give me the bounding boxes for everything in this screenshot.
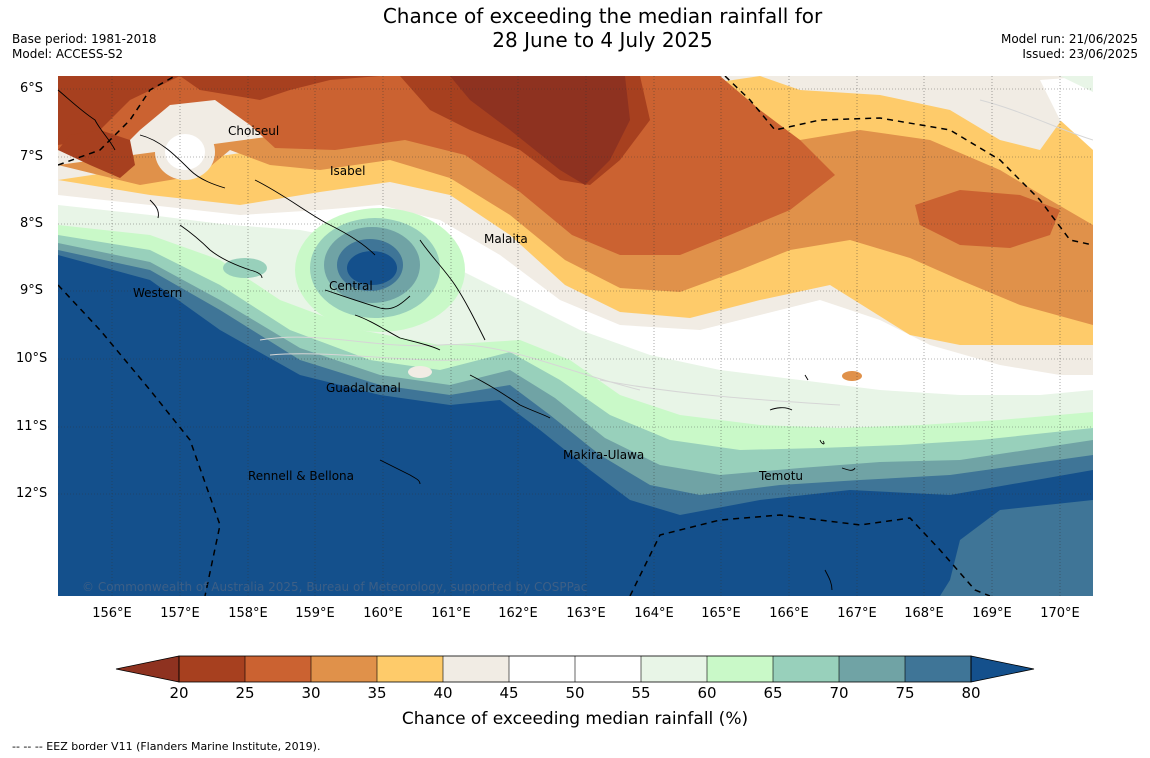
colorbar-segment [509, 656, 575, 682]
copyright-text: © Commonwealth of Australia 2025, Bureau… [82, 580, 588, 594]
colorbar-segment [707, 656, 773, 682]
colorbar-tick-label: 55 [631, 684, 651, 702]
issued-text: Issued: 23/06/2025 [1022, 47, 1138, 61]
base-period-text: Base period: 1981-2018 [12, 32, 157, 46]
lon-label-157e: 157°E [160, 606, 200, 621]
lat-label-11s: 11°S [16, 419, 48, 434]
lat-label-9s: 9°S [20, 283, 44, 298]
lat-label-12s: 12°S [16, 486, 48, 501]
model-run-text: Model run: 21/06/2025 [1000, 32, 1138, 46]
colorbar-segment [773, 656, 839, 682]
region-label-rennell-bellona: Rennell & Bellona [248, 469, 355, 483]
lon-label-164e: 164°E [634, 606, 674, 621]
region-label-western: Western [133, 286, 183, 300]
region-label-choiseul: Choiseul [228, 124, 280, 138]
region-label-central: Central [329, 279, 373, 293]
lon-label-158e: 158°E [228, 606, 268, 621]
colorbar-segment [377, 656, 443, 682]
coastlines [57, 89, 856, 591]
colorbar-tick-label: 35 [367, 684, 387, 702]
colorbar-segment [839, 656, 905, 682]
lon-label-166e: 166°E [769, 606, 809, 621]
meta-right: Model run: 21/06/2025 Issued: 23/06/2025 [1001, 32, 1138, 62]
region-label-guadalcanal: Guadalcanal [326, 381, 401, 395]
colorbar-segment [905, 656, 971, 682]
lon-label-161e: 161°E [431, 606, 471, 621]
lon-label-160e: 160°E [363, 606, 403, 621]
model-text: Model: ACCESS-S2 [12, 47, 124, 61]
contour-fills [58, 76, 1093, 596]
colorbar-segment [641, 656, 707, 682]
region-label-isabel: Isabel [330, 164, 366, 178]
lat-label-8s: 8°S [20, 216, 44, 231]
lon-label-162e: 162°E [498, 606, 538, 621]
colorbar-tick-label: 30 [301, 684, 321, 702]
colorbar-over-arrow [970, 655, 1035, 683]
lat-label-10s: 10°S [16, 351, 48, 366]
colorbar-tick-label: 45 [499, 684, 519, 702]
lon-label-167e: 167°E [837, 606, 877, 621]
colorbar-segment [179, 656, 245, 682]
colorbar-segment [311, 656, 377, 682]
colorbar-segment [443, 656, 509, 682]
region-label-temotu: Temotu [759, 469, 804, 483]
colorbar-label: Chance of exceeding median rainfall (%) [401, 709, 749, 729]
lon-label-170e: 170°E [1040, 606, 1080, 621]
lon-label-165e: 165°E [701, 606, 741, 621]
colorbar-segment [245, 656, 311, 682]
lon-label-156e: 156°E [92, 606, 132, 621]
lon-label-168e: 168°E [904, 606, 944, 621]
colorbar-segment [575, 656, 641, 682]
lat-label-6s: 6°S [20, 81, 44, 96]
eez-note: -- -- -- EEZ border V11 (Flanders Marine… [12, 740, 321, 753]
rainfall-map [57, 76, 1093, 596]
lat-label-7s: 7°S [20, 149, 44, 164]
colorbar-tick-label: 70 [829, 684, 849, 702]
map-title-line1: Chance of exceeding the median rainfall … [382, 4, 823, 28]
eez-borders [58, 76, 1093, 596]
lon-label-159e: 159°E [295, 606, 335, 621]
map-title-line2: 28 June to 4 July 2025 [492, 28, 713, 52]
colorbar-tick-label: 25 [235, 684, 255, 702]
colorbar-tick-label: 80 [961, 684, 981, 702]
colorbar-under-arrow [115, 655, 180, 683]
colorbar-outline [178, 655, 972, 683]
region-label-malaita: Malaita [484, 232, 528, 246]
colorbar-tick-label: 40 [433, 684, 453, 702]
colorbar-tick-label: 50 [565, 684, 585, 702]
lon-label-169e: 169°E [972, 606, 1012, 621]
colorbar-tick-label: 20 [169, 684, 189, 702]
colorbar-tick-label: 75 [895, 684, 915, 702]
lon-label-163e: 163°E [566, 606, 606, 621]
meta-left: Base period: 1981-2018 Model: ACCESS-S2 [12, 32, 157, 62]
colorbar-tick-label: 60 [697, 684, 717, 702]
colorbar-tick-label: 65 [763, 684, 783, 702]
region-label-makira-ulawa: Makira-Ulawa [563, 448, 645, 462]
